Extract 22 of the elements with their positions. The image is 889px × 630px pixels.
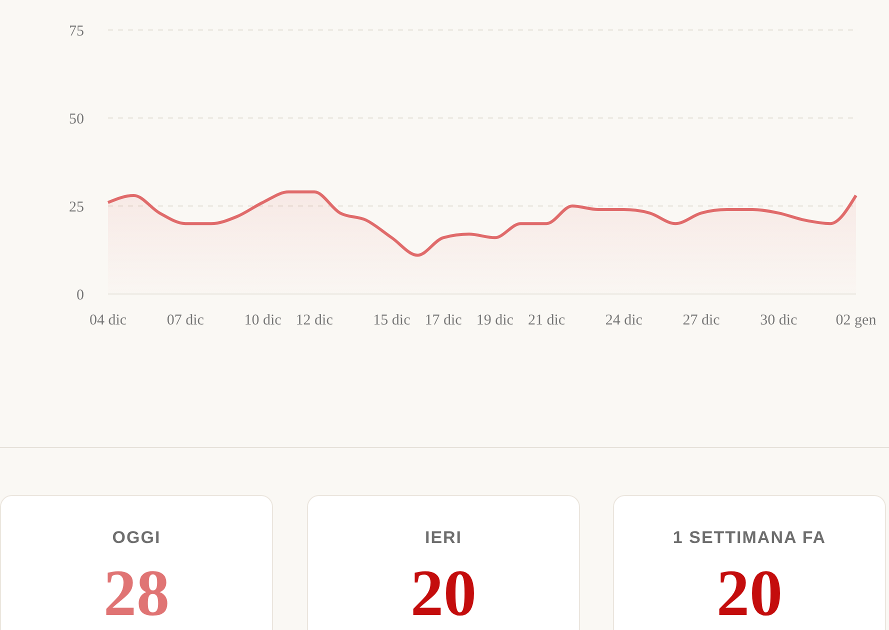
- data-label: 28: [102, 556, 170, 630]
- x-tick-label: 30 dic: [760, 312, 798, 329]
- y-tick-label: 25: [69, 199, 84, 216]
- y-tick-label: 75: [69, 23, 84, 40]
- x-tick-label: 07 dic: [166, 312, 204, 329]
- x-tick-label: 04 dic: [89, 312, 127, 329]
- x-tick-label: 17 dic: [424, 312, 462, 329]
- x-tick-label: 10 dic: [244, 312, 282, 329]
- y-tick-label: 0: [76, 287, 84, 304]
- x-tick-label: 27 dic: [682, 312, 720, 329]
- x-tick-label: 24 dic: [605, 312, 643, 329]
- category-label: IERI: [424, 528, 464, 548]
- data-label: 20: [410, 556, 478, 630]
- x-tick-label: 15 dic: [373, 312, 411, 329]
- y-tick-label: 50: [69, 111, 84, 128]
- x-tick-label: 12 dic: [296, 312, 334, 329]
- x-tick-label: 19 dic: [476, 312, 514, 329]
- category-label: 1 SETTIMANA FA: [672, 528, 828, 548]
- category-label: OGGI: [111, 528, 162, 548]
- x-tick-label: 21 dic: [528, 312, 566, 329]
- x-tick-label: 02 gen: [836, 312, 877, 329]
- data-label: 20: [716, 556, 784, 630]
